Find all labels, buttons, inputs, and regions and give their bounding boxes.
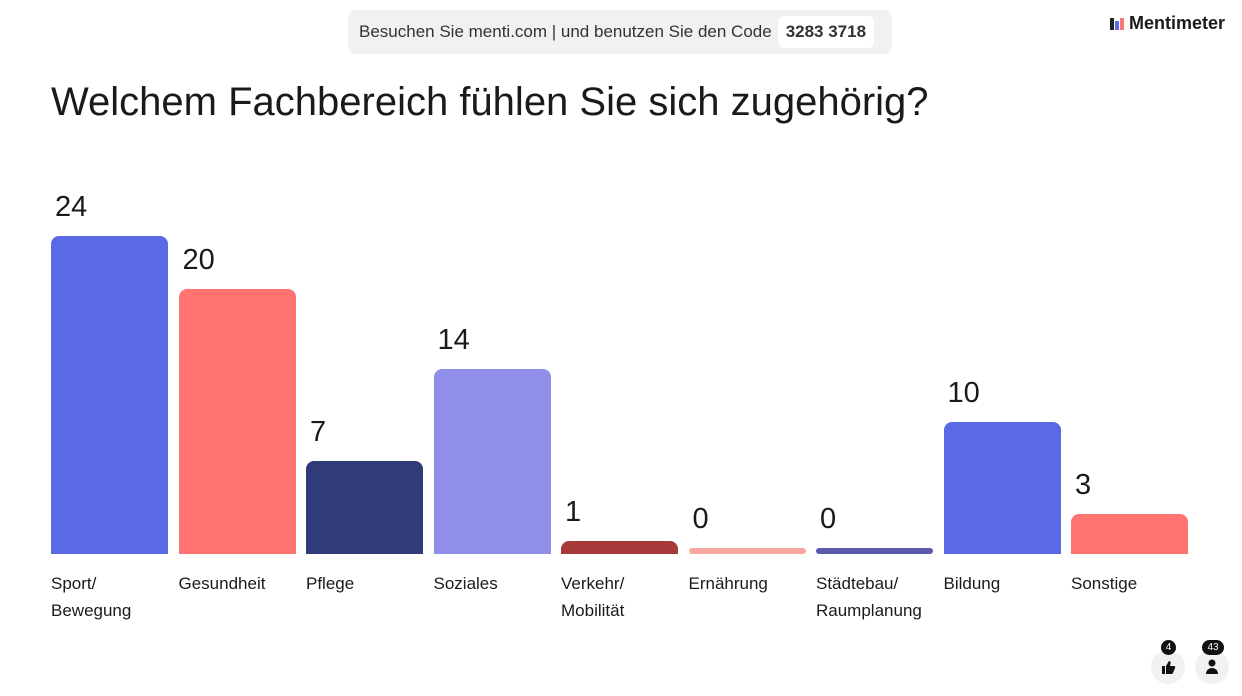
category-label: Bildung (943, 574, 1001, 593)
value-label: 7 (310, 416, 327, 449)
participants-button[interactable] (1195, 650, 1229, 684)
join-text: Besuchen Sie menti.com | und benutzen Si… (359, 22, 772, 41)
value-label: 20 (182, 244, 215, 276)
bar (561, 540, 678, 554)
bar (433, 368, 551, 554)
value-label: 1 (565, 495, 582, 528)
category-label: Städtebau/ Raumplanung (816, 574, 922, 620)
value-label: 0 (692, 503, 709, 535)
bar (688, 548, 806, 554)
question-title: Welchem Fachbereich fühlen Sie sich zuge… (51, 80, 929, 124)
brand-logo (1109, 17, 1124, 30)
category-label: Ernährung (688, 574, 768, 593)
brand-name: Mentimeter (1128, 13, 1225, 33)
category-label: Sonstige (1071, 574, 1138, 593)
category-label: Gesundheit (178, 574, 266, 593)
value-label: 0 (820, 503, 837, 535)
bar (943, 421, 1061, 554)
category-label: Verkehr/ Mobilität (561, 574, 625, 620)
value-label: 3 (1075, 469, 1092, 502)
thumb-icon (1162, 661, 1176, 674)
participants-count: 43 (1202, 640, 1224, 655)
value-label: 24 (55, 191, 88, 223)
category-label: Sport/ Bewegung (51, 574, 132, 620)
value-label: 10 (947, 376, 980, 409)
join-code: 3283 3718 (777, 16, 875, 48)
category-label: Pflege (306, 574, 355, 593)
reactions-button[interactable] (1151, 650, 1185, 684)
brand: Mentimeter (1109, 13, 1225, 34)
join-banner: Besuchen Sie menti.com | und benutzen Si… (348, 10, 892, 54)
bar (1071, 514, 1188, 554)
bar (51, 236, 168, 554)
person-icon (1206, 659, 1218, 674)
bar (816, 548, 933, 554)
reactions-count: 4 (1161, 640, 1176, 655)
category-label: Soziales (433, 574, 498, 593)
bar (178, 289, 296, 554)
bar (306, 461, 423, 554)
value-label: 14 (437, 323, 470, 356)
